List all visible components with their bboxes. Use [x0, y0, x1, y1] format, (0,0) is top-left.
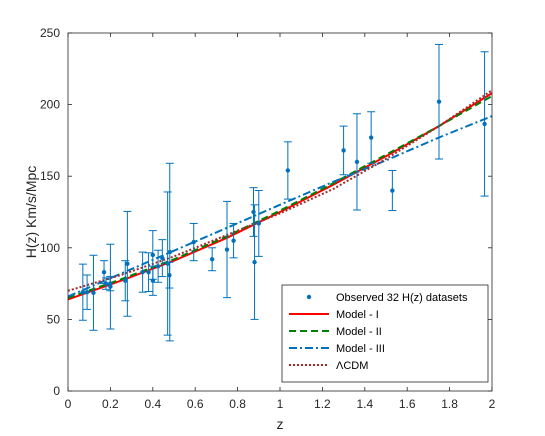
y-axis-label: H(z) Km/s/Mpc — [23, 166, 39, 259]
x-tick-label: 0.8 — [229, 397, 246, 411]
data-point — [91, 290, 96, 295]
legend-box — [281, 284, 489, 383]
y-tick-label: 50 — [47, 312, 61, 326]
x-tick-label: 1 — [277, 397, 284, 411]
data-point — [150, 278, 156, 283]
data-point — [150, 252, 155, 258]
y-tick-label: 0 — [53, 384, 60, 398]
x-tick-label: 2 — [489, 397, 496, 411]
legend: Observed 32 H(z) datasets Model - I Model … — [281, 284, 489, 383]
data-point — [224, 247, 230, 252]
x-tick-label: 1.2 — [314, 397, 331, 411]
data-point — [155, 264, 161, 269]
data-point — [103, 281, 109, 286]
model-curve — [67, 89, 493, 292]
data-point — [140, 269, 145, 275]
data-point — [354, 159, 360, 165]
data-point — [436, 99, 442, 104]
x-tick-label: 1.6 — [399, 397, 416, 411]
data-point — [167, 249, 172, 255]
data-point — [256, 221, 261, 226]
data-point — [231, 238, 236, 243]
data-point — [108, 284, 113, 289]
y-tick-label: 100 — [40, 241, 60, 255]
data-point — [341, 148, 346, 153]
data-point — [84, 289, 90, 295]
x-tick-label: 0 — [65, 397, 72, 411]
data-point — [146, 269, 151, 275]
legend-label: Model - I — [336, 309, 379, 321]
legend-marker — [306, 294, 312, 300]
y-tick-label: 250 — [40, 26, 60, 40]
model-curve — [67, 95, 493, 299]
data-point — [125, 261, 130, 267]
x-tick-label: 0.6 — [187, 397, 204, 411]
data-point — [390, 188, 395, 193]
observation-points — [78, 43, 489, 342]
data-point — [101, 269, 107, 275]
x-tick-label: 0.2 — [102, 397, 119, 411]
data-point — [252, 259, 257, 265]
x-tick-label: 0.4 — [144, 397, 161, 411]
axis-ticks: 0 0.2 0.4 0.6 0.8 1 1.2 1.4 1.6 1.8 2 0 50 100 150 200 2… — [40, 26, 496, 411]
legend-label: Observed 32 H(z) datasets — [336, 292, 468, 304]
data-point — [160, 255, 165, 261]
model-curve — [67, 115, 493, 298]
x-tick-label: 1.8 — [441, 397, 458, 411]
y-tick-label: 150 — [40, 169, 60, 183]
data-point — [80, 289, 86, 295]
data-point — [191, 239, 196, 245]
data-point — [482, 121, 487, 127]
legend-label: Model - III — [336, 343, 385, 355]
data-point — [123, 278, 128, 283]
x-axis-label: z — [277, 416, 284, 432]
model-curves — [67, 89, 493, 301]
legend-label: ΛCDM — [336, 360, 368, 372]
x-tick-label: 1.4 — [356, 397, 373, 411]
legend-items: Observed 32 H(z) datasets Model - I Model … — [289, 292, 468, 372]
data-point — [285, 168, 291, 173]
legend-label: Model - II — [336, 326, 382, 338]
y-tick-label: 200 — [40, 98, 60, 112]
data-point — [368, 135, 374, 140]
data-point — [209, 257, 215, 262]
